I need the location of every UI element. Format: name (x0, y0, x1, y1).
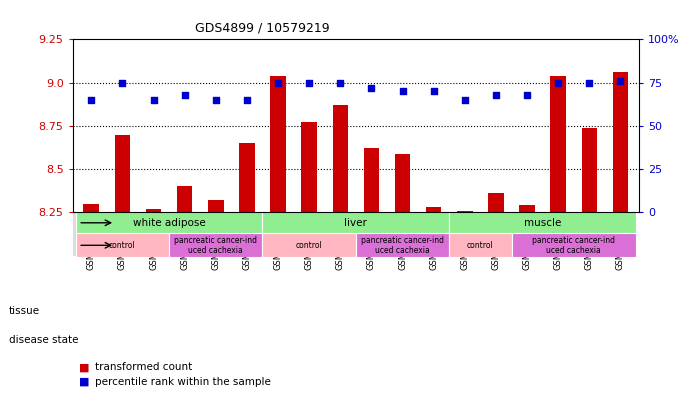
Bar (449, 233, 511, 257)
Point (241, 97, 252, 103)
Bar (395, 154, 410, 212)
Point (397, 88, 408, 94)
Text: muscle: muscle (524, 218, 561, 228)
Bar (239, 143, 255, 212)
Point (303, 79, 314, 86)
Bar (177, 186, 192, 212)
Text: ■: ■ (79, 362, 90, 373)
Bar (146, 209, 161, 212)
Text: control: control (109, 241, 135, 250)
Bar (551, 76, 566, 212)
Point (428, 88, 439, 94)
Bar (511, 233, 636, 257)
Bar (208, 200, 224, 212)
Bar (76, 233, 169, 257)
Point (522, 92, 533, 98)
Bar (613, 72, 628, 212)
Point (615, 78, 626, 84)
Text: white adipose: white adipose (133, 218, 205, 228)
Bar (426, 207, 442, 212)
Point (86, 97, 97, 103)
Point (272, 79, 283, 86)
Bar (332, 105, 348, 212)
Bar (263, 233, 356, 257)
Text: transformed count: transformed count (95, 362, 192, 373)
Bar (84, 204, 99, 212)
Text: pancreatic cancer-ind
uced cachexia: pancreatic cancer-ind uced cachexia (361, 235, 444, 255)
Bar (488, 193, 504, 212)
Bar (76, 212, 263, 233)
Point (210, 97, 221, 103)
Text: disease state: disease state (9, 335, 79, 345)
Text: pancreatic cancer-ind
uced cachexia: pancreatic cancer-ind uced cachexia (174, 235, 257, 255)
Bar (520, 206, 535, 212)
Text: percentile rank within the sample: percentile rank within the sample (95, 377, 271, 387)
Bar (301, 122, 317, 212)
Point (179, 92, 190, 98)
Point (491, 92, 502, 98)
Bar (169, 233, 263, 257)
Text: ■: ■ (79, 377, 90, 387)
Text: liver: liver (344, 218, 368, 228)
Text: control: control (296, 241, 323, 250)
Point (148, 97, 159, 103)
Bar (582, 128, 597, 212)
Text: tissue: tissue (9, 306, 40, 316)
Bar (263, 212, 449, 233)
Bar (270, 76, 286, 212)
Bar (356, 233, 449, 257)
Text: GDS4899 / 10579219: GDS4899 / 10579219 (196, 22, 330, 35)
Point (584, 79, 595, 86)
Point (366, 84, 377, 91)
Bar (449, 212, 636, 233)
Point (553, 79, 564, 86)
Point (334, 79, 346, 86)
Point (460, 97, 471, 103)
Bar (363, 149, 379, 212)
Bar (457, 211, 473, 212)
Point (117, 79, 128, 86)
Text: pancreatic cancer-ind
uced cachexia: pancreatic cancer-ind uced cachexia (532, 235, 615, 255)
Bar (73, 212, 633, 256)
Text: control: control (467, 241, 494, 250)
Bar (115, 134, 130, 212)
